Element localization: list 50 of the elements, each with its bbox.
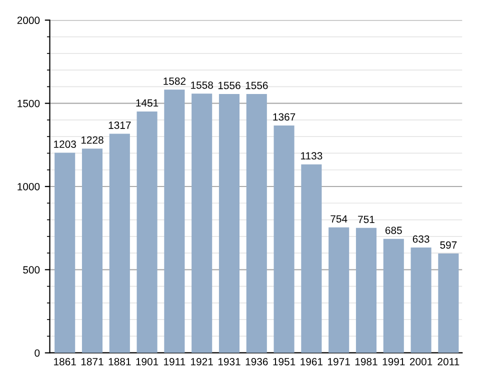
y-tick-label: 0 — [34, 349, 40, 357]
x-tick-label: 1981 — [355, 358, 378, 366]
data-label: 1203 — [54, 140, 76, 148]
bar — [192, 94, 212, 353]
data-label: 1558 — [191, 81, 213, 89]
bar — [164, 90, 185, 353]
y-tick-label: 1500 — [18, 100, 40, 108]
y-tick-label: 500 — [23, 266, 40, 274]
bar — [438, 254, 459, 353]
x-tick-label: 1901 — [136, 358, 158, 366]
data-label: 685 — [385, 226, 402, 234]
x-tick-label: 1971 — [328, 358, 350, 366]
x-tick-label: 2001 — [410, 358, 432, 366]
x-tick-label: 2011 — [438, 358, 460, 366]
data-label: 751 — [358, 216, 374, 224]
x-tick-label: 1931 — [218, 358, 240, 366]
x-tick-label: 1861 — [54, 358, 76, 366]
data-label: 1556 — [246, 82, 268, 90]
x-tick-label: 1991 — [382, 358, 405, 366]
bar — [54, 152, 76, 353]
x-tick-label: 1871 — [81, 358, 104, 366]
bar — [383, 238, 404, 353]
bar — [109, 134, 130, 353]
data-label: 754 — [330, 215, 348, 223]
x-tick-label: 1951 — [273, 358, 296, 366]
data-label: 1228 — [81, 136, 104, 144]
bar — [328, 227, 350, 353]
data-label: 1367 — [273, 113, 296, 121]
x-tick-label: 1961 — [300, 358, 323, 366]
bar — [410, 248, 432, 353]
x-tick-label: 1911 — [164, 358, 186, 366]
data-label: 597 — [440, 241, 457, 249]
x-tick-label: 1936 — [246, 358, 268, 366]
data-label: 1451 — [136, 99, 158, 107]
bar — [218, 94, 240, 353]
bar — [356, 228, 377, 353]
data-label: 1556 — [218, 82, 240, 90]
bar — [274, 125, 294, 353]
y-tick-label: 2000 — [17, 16, 40, 24]
bar — [82, 148, 103, 353]
data-label: 633 — [412, 235, 430, 243]
bar — [136, 111, 158, 353]
data-label: 1582 — [164, 77, 186, 85]
data-label: 1133 — [301, 152, 322, 160]
bar — [246, 94, 267, 353]
data-label: 1317 — [108, 122, 131, 129]
x-tick-label: 1881 — [108, 358, 131, 366]
bar — [301, 164, 322, 353]
x-tick-label: 1921 — [191, 358, 213, 366]
y-tick-label: 1000 — [18, 183, 40, 190]
